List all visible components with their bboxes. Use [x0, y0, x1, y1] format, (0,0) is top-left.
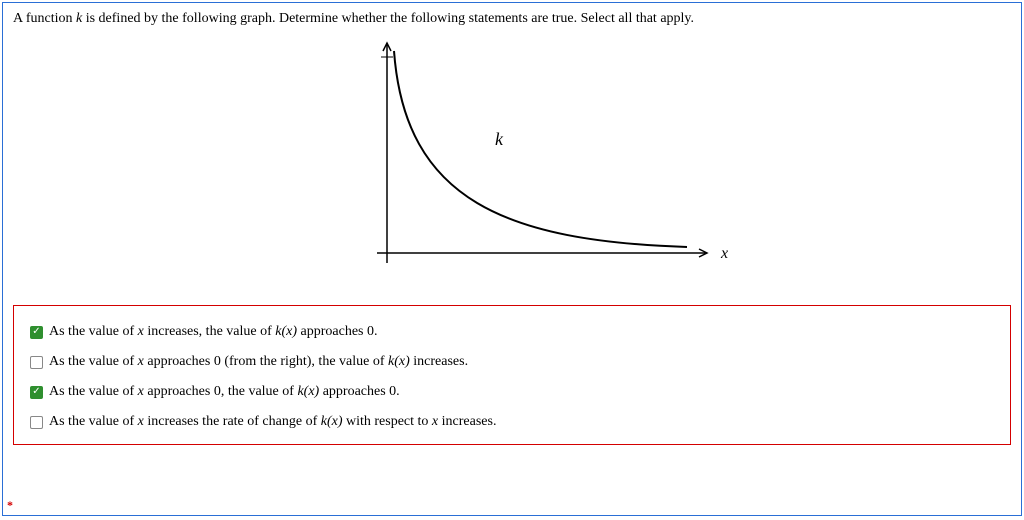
t: increases the rate of change of [144, 414, 321, 429]
checkbox[interactable] [30, 356, 43, 369]
option-text: As the value of x approaches 0 (from the… [49, 354, 468, 370]
answers-box: ✓ As the value of x increases, the value… [13, 305, 1011, 445]
option-row: As the value of x approaches 0 (from the… [30, 354, 994, 370]
t: approaches 0 (from the right), the value… [144, 354, 388, 369]
fn: k(x) [275, 324, 297, 339]
t: increases, the value of [144, 324, 275, 339]
fn: k(x) [388, 354, 410, 369]
t: approaches 0, the value of [144, 384, 298, 399]
checkbox[interactable]: ✓ [30, 326, 43, 339]
question-prefix: A function [13, 11, 76, 26]
checkbox[interactable] [30, 416, 43, 429]
fn: k(x) [321, 414, 343, 429]
t: As the value of [49, 384, 138, 399]
option-row: As the value of x increases the rate of … [30, 414, 994, 430]
option-row: ✓ As the value of x increases, the value… [30, 324, 994, 340]
t: approaches 0. [297, 324, 377, 339]
t: As the value of [49, 414, 138, 429]
t: As the value of [49, 324, 138, 339]
option-text: As the value of x increases, the value o… [49, 324, 378, 340]
question-suffix: is defined by the following graph. Deter… [82, 11, 694, 26]
option-row: ✓ As the value of x approaches 0, the va… [30, 384, 994, 400]
fn: k(x) [297, 384, 319, 399]
question-text: A function k is defined by the following… [13, 11, 1011, 27]
function-graph: kx [277, 33, 747, 293]
t: increases. [438, 414, 496, 429]
required-marker: * [7, 498, 13, 513]
svg-text:x: x [720, 245, 728, 262]
figure-area: kx [13, 33, 1011, 293]
t: increases. [410, 354, 468, 369]
question-container: A function k is defined by the following… [2, 2, 1022, 516]
t: approaches 0. [319, 384, 399, 399]
t: As the value of [49, 354, 138, 369]
option-text: As the value of x increases the rate of … [49, 414, 496, 430]
option-text: As the value of x approaches 0, the valu… [49, 384, 400, 400]
t: with respect to [343, 414, 432, 429]
checkbox[interactable]: ✓ [30, 386, 43, 399]
svg-text:k: k [495, 129, 504, 149]
